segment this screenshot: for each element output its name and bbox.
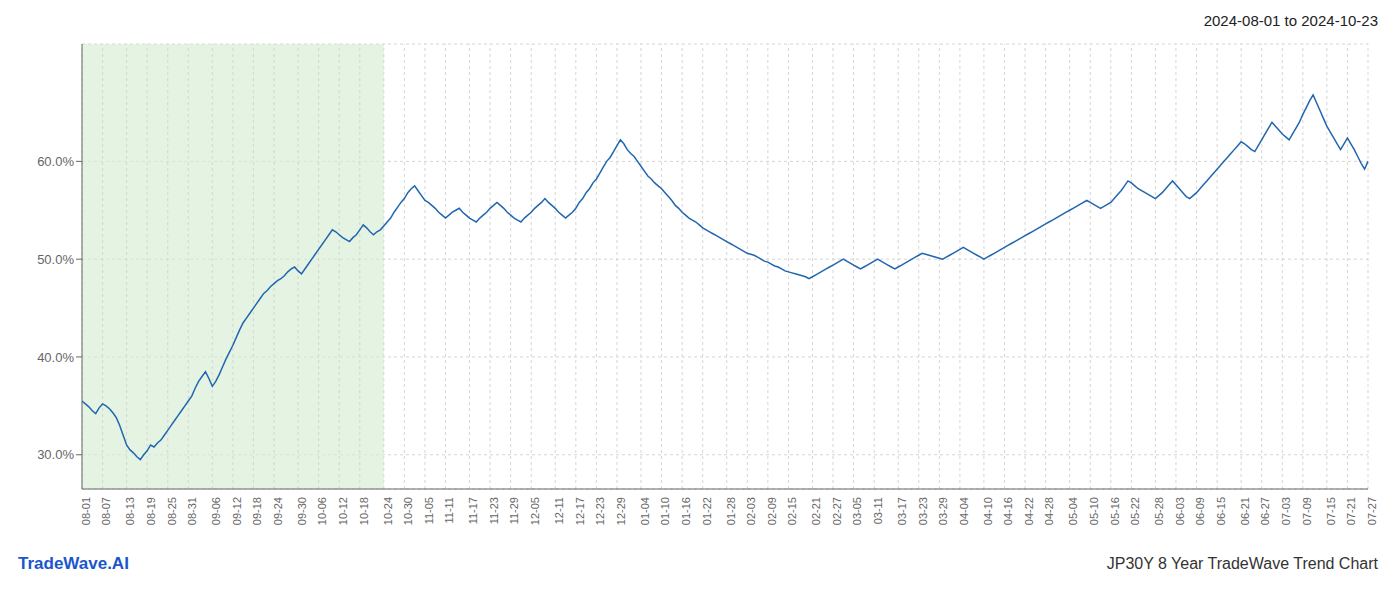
svg-text:03-17: 03-17 [896, 497, 908, 525]
svg-text:09-12: 09-12 [231, 497, 243, 525]
svg-text:05-28: 05-28 [1153, 497, 1165, 525]
svg-text:02-09: 02-09 [766, 497, 778, 525]
html-text:TradeWave.AI: TradeWave.AI [18, 554, 129, 573]
svg-text:08-07: 08-07 [100, 497, 112, 525]
svg-text:03-23: 03-23 [917, 497, 929, 525]
svg-text:40.0%: 40.0% [37, 350, 74, 365]
svg-text:12-05: 12-05 [529, 497, 541, 525]
svg-text:12-11: 12-11 [553, 497, 565, 524]
svg-text:10-24: 10-24 [382, 497, 394, 525]
svg-text:09-06: 09-06 [210, 497, 222, 525]
svg-text:09-18: 09-18 [251, 497, 263, 525]
svg-text:05-16: 05-16 [1109, 497, 1121, 525]
svg-text:06-15: 06-15 [1215, 497, 1227, 525]
svg-text:02-27: 02-27 [831, 497, 843, 525]
svg-text:09-30: 09-30 [296, 497, 308, 525]
html-text:2024-08-01 to 2024-10-23: 2024-08-01 to 2024-10-23 [1203, 12, 1378, 29]
svg-text:08-19: 08-19 [145, 497, 157, 525]
html-text:JP30Y 8 Year TradeWave Trend C: JP30Y 8 Year TradeWave Trend Chart [1106, 555, 1378, 572]
svg-text:10-06: 10-06 [316, 497, 328, 525]
svg-text:02-15: 02-15 [786, 497, 798, 525]
svg-text:03-11: 03-11 [872, 497, 884, 524]
svg-text:02-21: 02-21 [810, 497, 822, 525]
svg-text:60.0%: 60.0% [37, 154, 74, 169]
svg-text:05-10: 05-10 [1088, 497, 1100, 525]
svg-text:05-22: 05-22 [1129, 497, 1141, 525]
svg-text:08-25: 08-25 [166, 497, 178, 525]
svg-text:01-10: 01-10 [659, 497, 671, 525]
svg-text:07-21: 07-21 [1345, 497, 1357, 525]
svg-text:01-28: 01-28 [725, 497, 737, 525]
svg-text:02-03: 02-03 [745, 497, 757, 525]
svg-text:06-21: 06-21 [1239, 497, 1251, 525]
svg-text:30.0%: 30.0% [37, 447, 74, 462]
svg-text:03-29: 03-29 [937, 497, 949, 525]
svg-text:07-03: 07-03 [1280, 497, 1292, 525]
svg-text:50.0%: 50.0% [37, 252, 74, 267]
svg-text:03-05: 03-05 [851, 497, 863, 525]
svg-text:04-22: 04-22 [1023, 497, 1035, 525]
svg-text:11-11: 11-11 [443, 497, 455, 524]
svg-text:01-16: 01-16 [680, 497, 692, 525]
svg-text:06-09: 06-09 [1194, 497, 1206, 525]
svg-text:04-16: 04-16 [1002, 497, 1014, 525]
svg-text:11-05: 11-05 [423, 497, 435, 524]
svg-text:12-17: 12-17 [574, 497, 586, 525]
svg-text:07-09: 07-09 [1301, 497, 1313, 525]
svg-text:01-04: 01-04 [639, 497, 651, 525]
svg-text:06-03: 06-03 [1174, 497, 1186, 525]
svg-text:08-01: 08-01 [80, 497, 92, 525]
svg-text:11-17: 11-17 [467, 497, 479, 524]
svg-text:06-27: 06-27 [1260, 497, 1272, 525]
svg-text:10-12: 10-12 [337, 497, 349, 525]
svg-text:10-30: 10-30 [402, 497, 414, 525]
svg-text:12-23: 12-23 [594, 497, 606, 525]
svg-text:08-13: 08-13 [124, 497, 136, 525]
svg-text:04-28: 04-28 [1043, 497, 1055, 525]
svg-text:10-18: 10-18 [358, 497, 370, 525]
svg-text:04-10: 04-10 [982, 497, 994, 525]
svg-text:07-15: 07-15 [1325, 497, 1337, 525]
svg-text:11-23: 11-23 [488, 497, 500, 524]
svg-text:04-04: 04-04 [958, 497, 970, 525]
svg-text:08-31: 08-31 [186, 497, 198, 525]
svg-text:12-29: 12-29 [615, 497, 627, 525]
svg-text:05-04: 05-04 [1067, 497, 1079, 525]
svg-text:11-29: 11-29 [508, 497, 520, 524]
svg-text:07-27: 07-27 [1366, 497, 1378, 525]
svg-text:09-24: 09-24 [272, 497, 284, 525]
svg-text:01-22: 01-22 [701, 497, 713, 525]
